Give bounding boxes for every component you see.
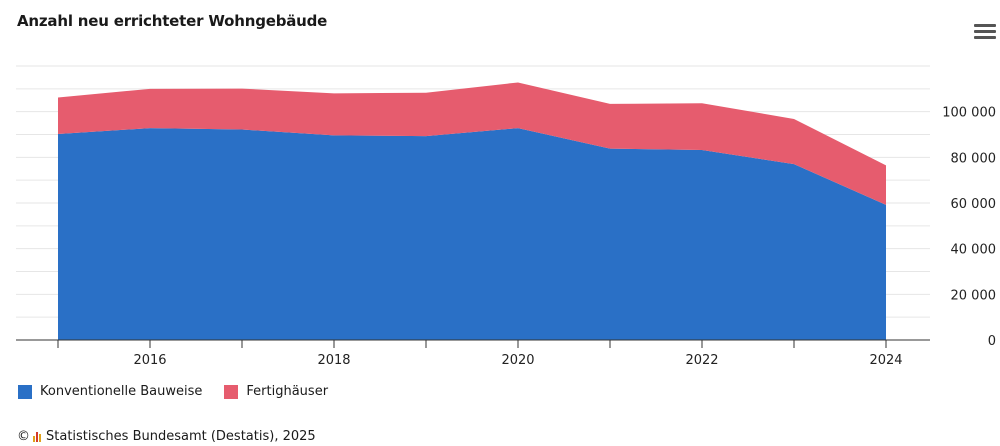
- y-tick-label: 20 000: [951, 288, 997, 303]
- y-tick-label: 60 000: [951, 197, 997, 212]
- x-tick-label: 2020: [501, 353, 534, 368]
- chart-title: Anzahl neu errichteter Wohngebäude: [17, 12, 328, 30]
- x-tick-label: 2022: [685, 353, 718, 368]
- source-text: Statistisches Bundesamt (Destatis), 2025: [46, 429, 316, 444]
- x-tick-label: 2016: [133, 353, 166, 368]
- legend-item-fertighaeuser[interactable]: Fertighäuser: [224, 384, 328, 399]
- legend-label: Konventionelle Bauweise: [40, 384, 203, 399]
- x-tick-label: 2018: [317, 353, 350, 368]
- x-tick-label: 2024: [869, 353, 902, 368]
- legend-item-konventionell[interactable]: Konventionelle Bauweise: [18, 384, 202, 399]
- legend-label: Fertighäuser: [246, 384, 329, 399]
- hamburger-menu-icon[interactable]: [974, 24, 996, 42]
- legend-swatch: [18, 384, 32, 399]
- destatis-logo-icon: [33, 431, 42, 442]
- y-axis: 0 20 000 40 000 60 000 80 000 100 000: [942, 106, 996, 349]
- series-areas: [58, 82, 886, 340]
- y-tick-label: 80 000: [951, 151, 997, 166]
- area-chart: 2016 2018 2020 2022 2024 0 20 000 40 000 60 000…: [16, 65, 996, 368]
- x-axis: 2016 2018 2020 2022 2024: [16, 339, 930, 368]
- area-series-1[interactable]: [58, 82, 886, 205]
- area-series-0[interactable]: [58, 128, 886, 340]
- legend: Konventionelle Bauweise Fertighäuser: [18, 384, 350, 399]
- legend-swatch: [224, 384, 239, 399]
- source-credit: © Statistisches Bundesamt (Destatis), 20…: [17, 429, 316, 444]
- copyright-symbol: ©: [17, 429, 30, 444]
- y-tick-label: 100 000: [942, 106, 996, 121]
- y-tick-label: 0: [988, 334, 996, 349]
- y-tick-label: 40 000: [951, 243, 997, 258]
